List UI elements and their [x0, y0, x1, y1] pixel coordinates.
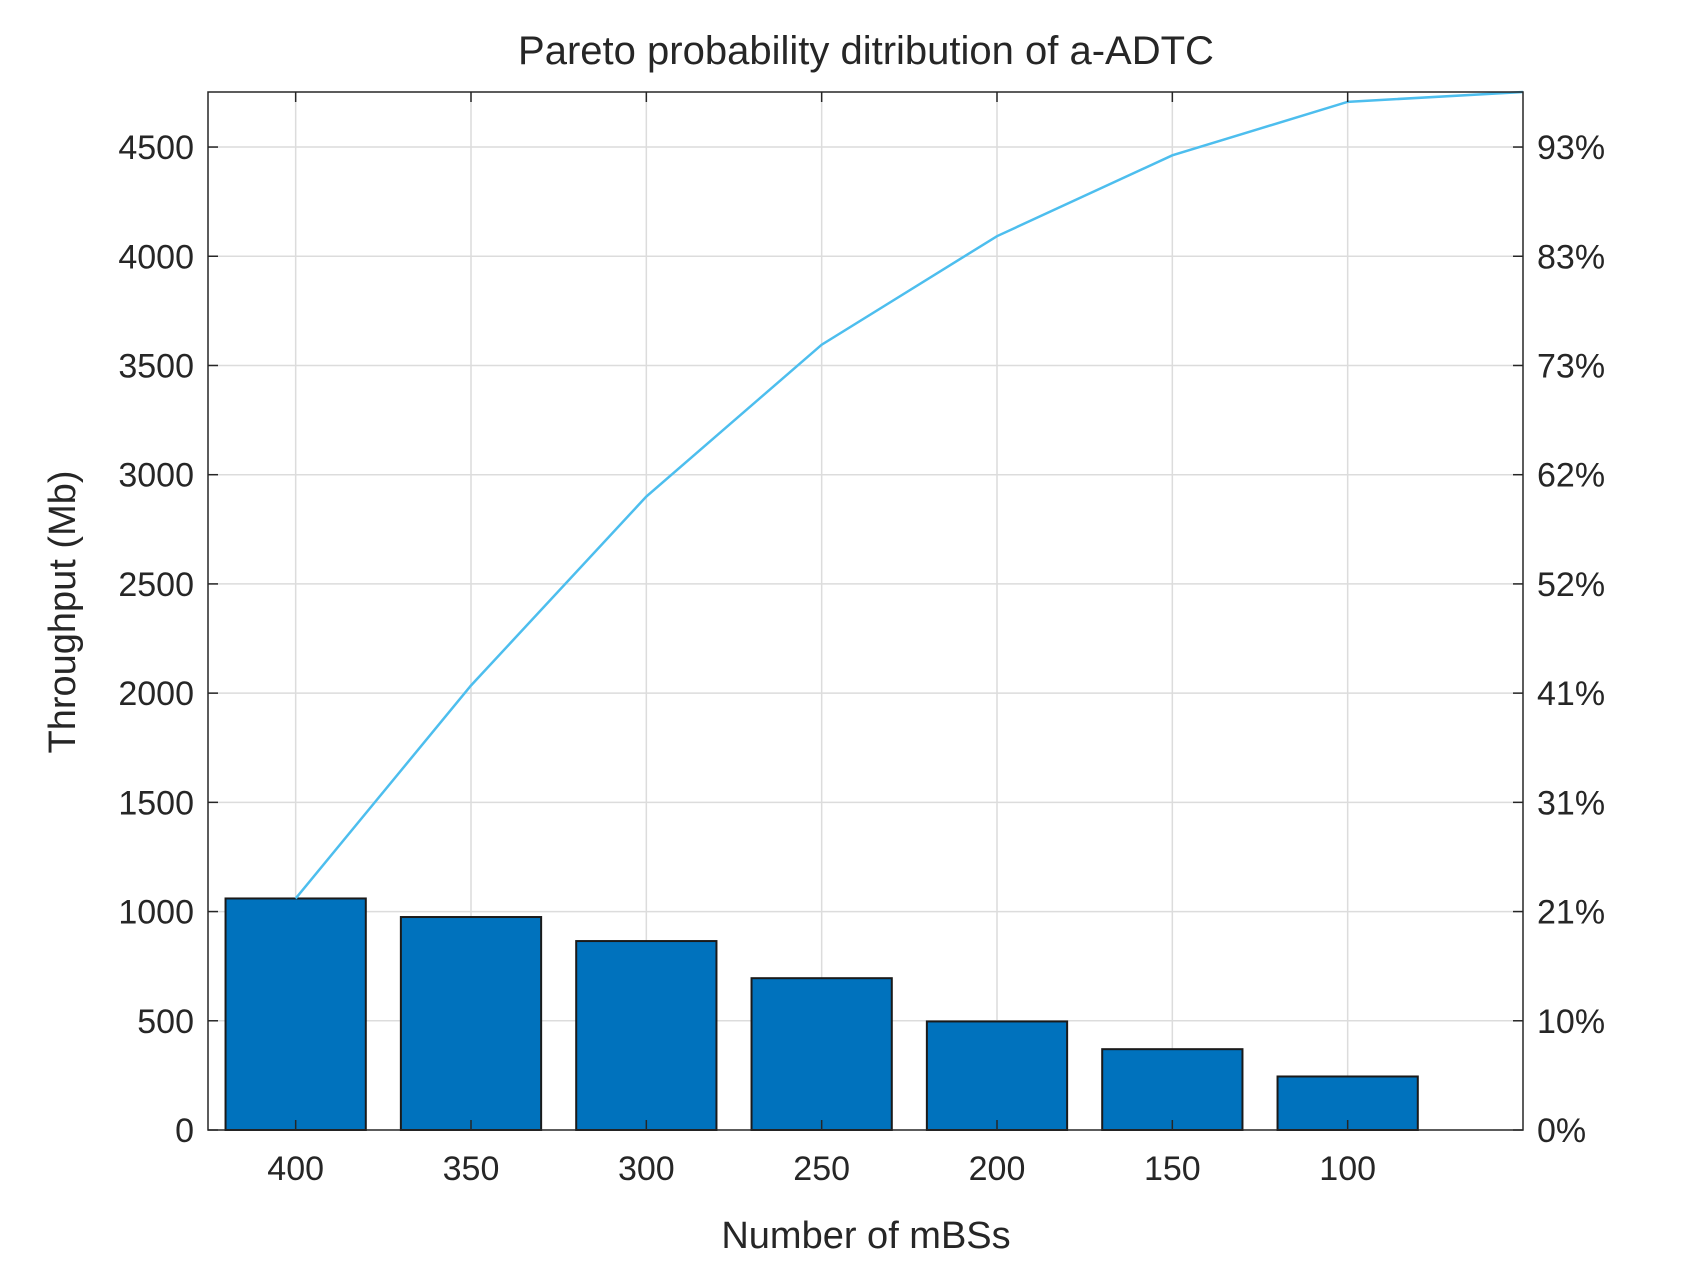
- y-tick-label: 0: [175, 1112, 194, 1150]
- x-axis-title: Number of mBSs: [721, 1215, 1010, 1257]
- y2-tick-label: 41%: [1537, 675, 1605, 713]
- bar: [575, 940, 718, 1132]
- y2-tick-label: 0%: [1537, 1112, 1586, 1150]
- cumulative-line-layer: [294, 90, 1524, 900]
- y-tick-label: 3000: [118, 457, 194, 495]
- y-axis-title: Throughput (Mb): [42, 470, 84, 753]
- y-tick-label: 2500: [118, 566, 194, 604]
- x-tick-label: 300: [618, 1150, 675, 1188]
- y2-tick-label: 52%: [1537, 566, 1605, 604]
- x-tick-label: 400: [267, 1150, 324, 1188]
- x-tick-label: 350: [443, 1150, 500, 1188]
- y2-tick-label: 83%: [1537, 238, 1605, 276]
- bar: [1101, 1048, 1244, 1132]
- y-tick-label: 500: [137, 1003, 194, 1041]
- bar: [925, 1020, 1069, 1131]
- y2-tick-label: 10%: [1537, 1003, 1605, 1041]
- axes: [207, 91, 1524, 1131]
- y-tick-label: 3500: [118, 347, 194, 385]
- y-tick-label: 2000: [118, 675, 194, 713]
- y-tick-label: 1500: [118, 784, 194, 822]
- cumulative-line: [294, 90, 1524, 900]
- y2-tick-label: 73%: [1537, 347, 1605, 385]
- grid: [208, 92, 1523, 1130]
- chart-title: Pareto probability ditribution of a-ADTC: [518, 29, 1214, 73]
- x-tick-label: 200: [969, 1150, 1026, 1188]
- x-tick-label: 250: [793, 1150, 850, 1188]
- bar: [224, 897, 367, 1131]
- y2-tick-label: 31%: [1537, 784, 1605, 822]
- x-tick-label: 150: [1144, 1150, 1201, 1188]
- y-tick-label: 1000: [118, 894, 194, 932]
- y-tick-label: 4000: [118, 238, 194, 276]
- bar: [399, 916, 543, 1131]
- y-tick-label: 4500: [118, 129, 194, 167]
- y2-tick-label: 62%: [1537, 457, 1605, 495]
- tick-labels: 0 0% 500 10% 1000 21% 1500 31% 2000 41% 2500 52% 300…: [118, 129, 1605, 1188]
- bar: [750, 977, 893, 1131]
- y2-tick-label: 21%: [1537, 894, 1605, 932]
- plot-frame: [207, 91, 1524, 1131]
- x-tick-label: 100: [1319, 1150, 1376, 1188]
- y2-tick-label: 93%: [1537, 129, 1605, 167]
- bars: [224, 897, 1419, 1132]
